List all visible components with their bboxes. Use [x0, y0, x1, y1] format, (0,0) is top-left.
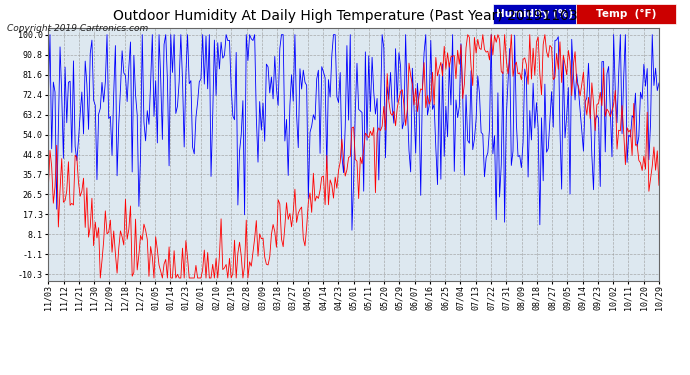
Text: Temp  (°F): Temp (°F)	[596, 9, 656, 19]
Text: Copyright 2019 Cartronics.com: Copyright 2019 Cartronics.com	[7, 24, 148, 33]
FancyBboxPatch shape	[576, 4, 676, 24]
Text: Humidity (%): Humidity (%)	[496, 9, 573, 19]
Text: Outdoor Humidity At Daily High Temperature (Past Year) 20191103: Outdoor Humidity At Daily High Temperatu…	[112, 9, 578, 23]
FancyBboxPatch shape	[493, 4, 576, 24]
